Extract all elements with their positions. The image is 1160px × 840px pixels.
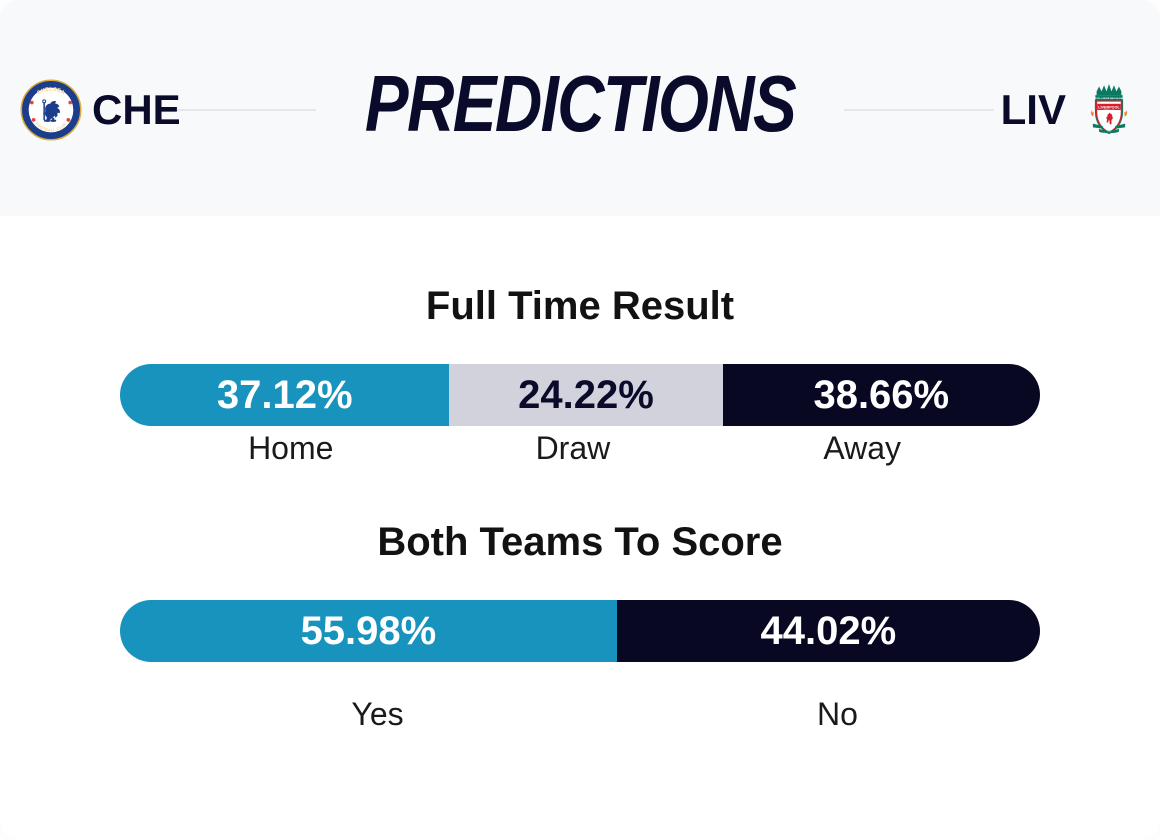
svg-text:YOU'LL NEVER WALK ALONE: YOU'LL NEVER WALK ALONE <box>1095 97 1124 100</box>
svg-text:LIVERPOOL: LIVERPOOL <box>1098 105 1120 109</box>
